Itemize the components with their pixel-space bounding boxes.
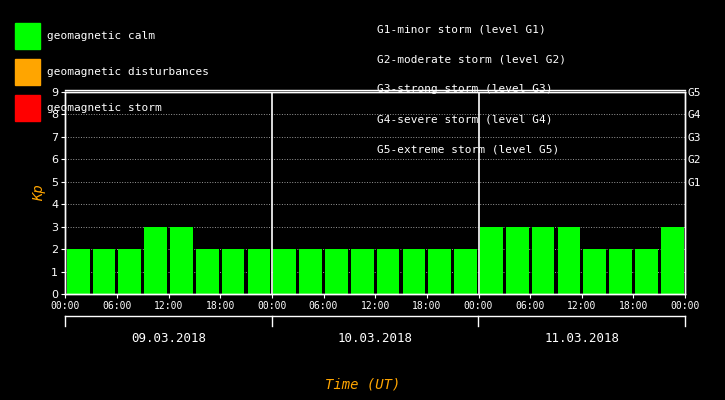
Text: 10.03.2018: 10.03.2018 (338, 332, 413, 345)
Bar (531, 227, 555, 294)
Text: 09.03.2018: 09.03.2018 (131, 332, 206, 345)
Text: G5-extreme storm (level G5): G5-extreme storm (level G5) (377, 144, 559, 154)
Y-axis label: Kp: Kp (32, 185, 46, 201)
Text: geomagnetic disturbances: geomagnetic disturbances (47, 67, 209, 77)
Bar (351, 249, 373, 294)
Text: geomagnetic storm: geomagnetic storm (47, 103, 162, 113)
Bar (248, 249, 270, 294)
Bar (377, 249, 399, 294)
Bar (428, 249, 451, 294)
Bar (144, 227, 167, 294)
Bar (558, 227, 580, 294)
Bar (506, 227, 529, 294)
Bar (222, 249, 244, 294)
Text: G1-minor storm (level G1): G1-minor storm (level G1) (377, 24, 546, 34)
Bar (118, 249, 141, 294)
Bar (273, 249, 296, 294)
Text: geomagnetic calm: geomagnetic calm (47, 31, 155, 41)
Bar (455, 249, 477, 294)
Bar (609, 249, 632, 294)
Text: 11.03.2018: 11.03.2018 (544, 332, 619, 345)
Bar (93, 249, 115, 294)
Bar (196, 249, 219, 294)
Bar (299, 249, 322, 294)
Bar (170, 227, 193, 294)
Bar (635, 249, 658, 294)
Bar (584, 249, 606, 294)
Bar (67, 249, 89, 294)
Bar (402, 249, 426, 294)
Bar (325, 249, 348, 294)
Text: G2-moderate storm (level G2): G2-moderate storm (level G2) (377, 54, 566, 64)
Text: G3-strong storm (level G3): G3-strong storm (level G3) (377, 84, 552, 94)
Text: Time (UT): Time (UT) (325, 378, 400, 392)
Text: G4-severe storm (level G4): G4-severe storm (level G4) (377, 114, 552, 124)
Bar (661, 227, 684, 294)
Bar (480, 227, 502, 294)
